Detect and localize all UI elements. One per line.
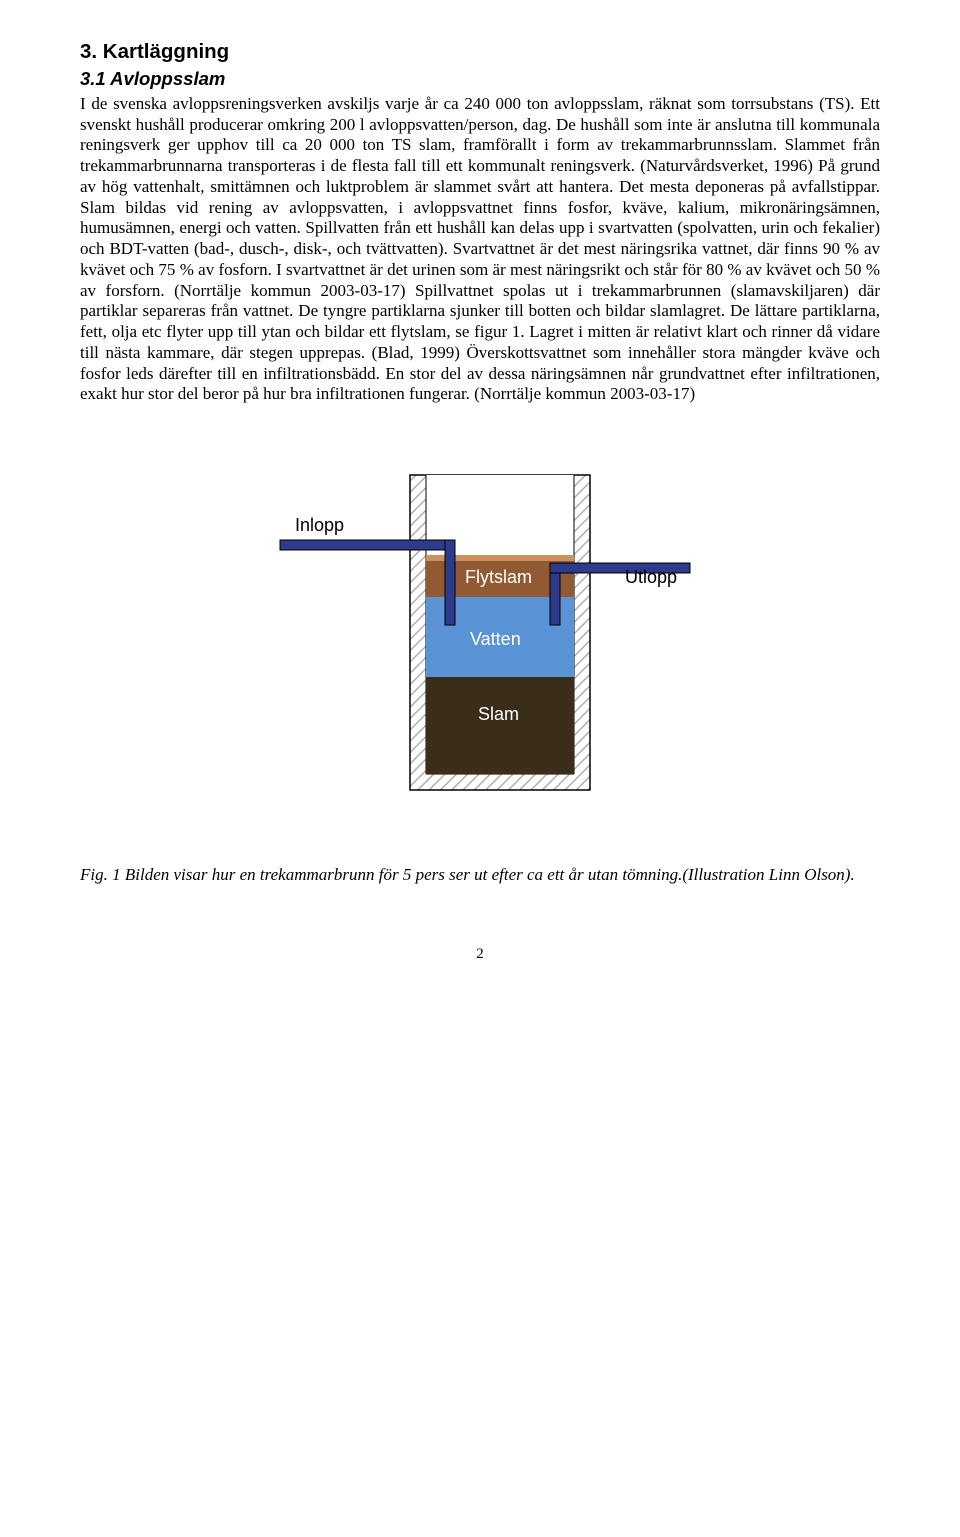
svg-text:Inlopp: Inlopp <box>295 515 344 535</box>
svg-text:Utlopp: Utlopp <box>625 567 677 587</box>
trekammarbrunn-diagram: Inlopp Utlopp Flytslam Vatten Slam <box>80 455 880 835</box>
heading-main: 3. Kartläggning <box>80 40 880 64</box>
page-number: 2 <box>80 946 880 963</box>
svg-text:Vatten: Vatten <box>470 629 521 649</box>
svg-text:Flytslam: Flytslam <box>465 567 532 587</box>
heading-sub: 3.1 Avloppsslam <box>80 68 880 90</box>
svg-text:Slam: Slam <box>478 704 519 724</box>
body-paragraph: I de svenska avloppsreningsverken avskil… <box>80 94 880 405</box>
figure-caption: Fig. 1 Bilden visar hur en trekammarbrun… <box>80 865 880 886</box>
